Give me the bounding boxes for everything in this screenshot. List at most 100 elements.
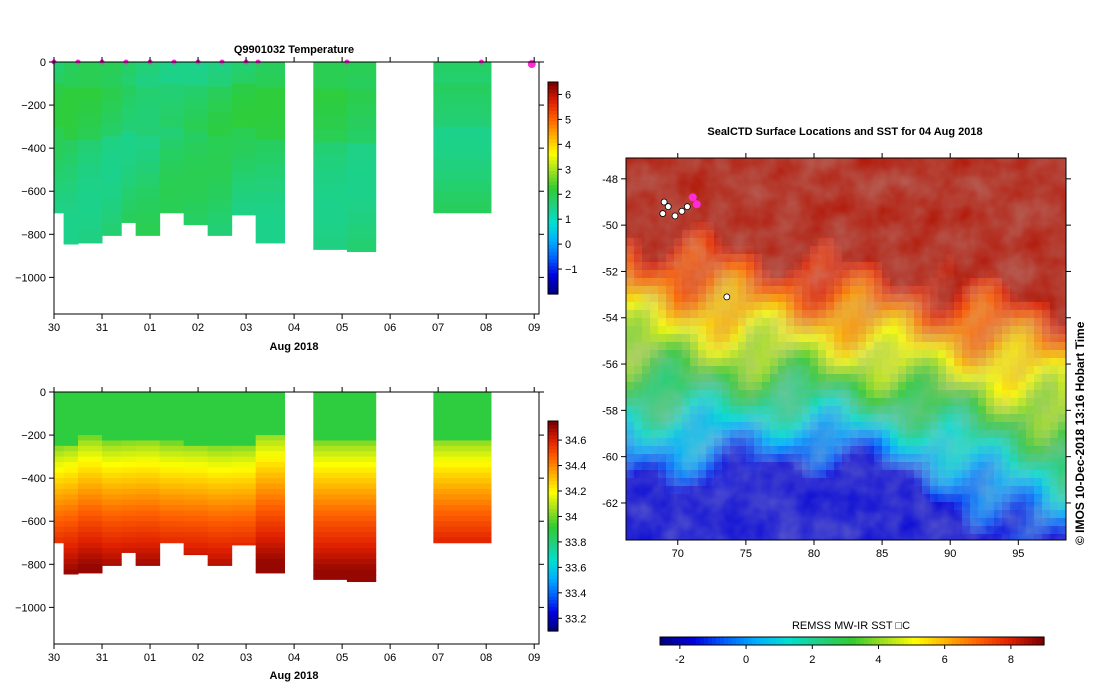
sst-colorbar-tick-label: 0 (743, 654, 749, 666)
sst-colorbar-swatch (1004, 637, 1009, 645)
sst-colorbar-swatch (908, 637, 913, 645)
colorbar-swatch (548, 578, 558, 583)
temperature-cell (346, 116, 377, 131)
salinity-cell (346, 537, 377, 544)
temperature-cell (78, 165, 103, 179)
temperature-cell (63, 127, 79, 141)
salinity-cell (183, 494, 209, 501)
salinity-cell (63, 408, 79, 415)
salinity-cell (121, 397, 137, 404)
salinity-cell (159, 440, 185, 447)
salinity-cell (135, 542, 161, 549)
temperature-cell (135, 111, 161, 125)
salinity-cell (313, 537, 348, 544)
salinity-cell (313, 472, 348, 479)
temperature-cell (102, 99, 122, 113)
sst-colorbar-swatch (824, 637, 829, 645)
temperature-cell (54, 202, 65, 214)
colorbar-swatch (548, 456, 558, 461)
temperature-cell (121, 96, 137, 109)
salinity-cell (54, 451, 65, 458)
salinity-cell (121, 392, 137, 398)
salinity-cell (78, 532, 103, 538)
salinity-cell (346, 467, 377, 474)
temperature-cell (54, 191, 65, 203)
y-tick-label: −400 (21, 473, 46, 485)
salinity-cell (159, 451, 185, 458)
temperature-cell (433, 158, 492, 171)
colorbar-frame (547, 420, 559, 632)
salinity-cell (78, 408, 103, 415)
salinity-cell (433, 521, 492, 528)
salinity-cell (63, 494, 79, 501)
salinity-cell (135, 413, 161, 420)
salinity-cell (231, 451, 257, 458)
colorbar-swatch (548, 442, 558, 447)
salinity-cell (183, 553, 209, 556)
temperature-cell (207, 62, 233, 75)
y-tick-label: 0 (40, 387, 46, 399)
colorbar-tick-label: 33.2 (565, 613, 586, 625)
salinity-cell (255, 418, 285, 425)
colorbar-swatch (548, 470, 558, 475)
colorbar-swatch (548, 550, 558, 555)
colorbar-swatch (548, 540, 558, 545)
sst-colorbar-swatch (696, 637, 701, 645)
temperature-cell (231, 116, 257, 129)
x-tick-label: 02 (192, 322, 204, 334)
colorbar-swatch (548, 452, 558, 457)
sst-map-frame (625, 157, 1067, 541)
sst-colorbar-swatch (840, 637, 845, 645)
salinity-cell (231, 499, 257, 506)
salinity-cell (135, 440, 161, 447)
salinity-cell (433, 532, 492, 538)
salinity-cell (159, 515, 185, 522)
salinity-cell (135, 553, 161, 560)
salinity-cell (433, 456, 492, 463)
salinity-cell (135, 478, 161, 485)
salinity-cell (183, 537, 209, 544)
temperature-cell (183, 73, 209, 86)
colorbar-swatch (548, 152, 558, 157)
salinity-cell (255, 532, 285, 538)
salinity-cell (313, 526, 348, 533)
temperature-cell (54, 115, 65, 128)
temperature-cell (121, 107, 137, 120)
salinity-cell (63, 564, 79, 571)
sst-colorbar-swatch (984, 637, 989, 645)
salinity-cell (63, 462, 79, 468)
salinity-cell (255, 435, 285, 441)
colorbar-swatch (548, 459, 558, 464)
salinity-cell (433, 440, 492, 447)
salinity-cell (313, 435, 348, 441)
temperature-cell (159, 180, 185, 192)
colorbar-tick-label: 0 (565, 239, 571, 251)
temperature-cell (135, 223, 161, 236)
temperature-cell (207, 111, 233, 125)
temperature-cell (255, 113, 285, 128)
salinity-cell (102, 542, 122, 549)
salinity-cell (313, 483, 348, 490)
salinity-cell (231, 429, 257, 436)
colorbar-swatch (548, 610, 558, 615)
colorbar-swatch (548, 177, 558, 182)
salinity-cell (63, 467, 79, 474)
colorbar-swatch (548, 156, 558, 161)
sst-colorbar-swatch (768, 637, 773, 645)
lon-tick-label: 95 (1012, 548, 1024, 560)
colorbar-swatch (548, 138, 558, 143)
colorbar-swatch (548, 248, 558, 253)
salinity-cell (313, 515, 348, 522)
temperature-cell (433, 62, 492, 74)
colorbar-tick-label: 2 (565, 189, 571, 201)
salinity-cell (102, 478, 122, 485)
salinity-cell (207, 494, 233, 501)
salinity-cell (346, 515, 377, 522)
salinity-cell (78, 569, 103, 574)
salinity-cell (231, 418, 257, 425)
salinity-cell (346, 429, 377, 436)
salinity-x-label: Aug 2018 (270, 670, 319, 682)
x-tick-label: 08 (480, 652, 492, 664)
lon-tick-label: 75 (740, 548, 752, 560)
salinity-cell (78, 445, 103, 452)
